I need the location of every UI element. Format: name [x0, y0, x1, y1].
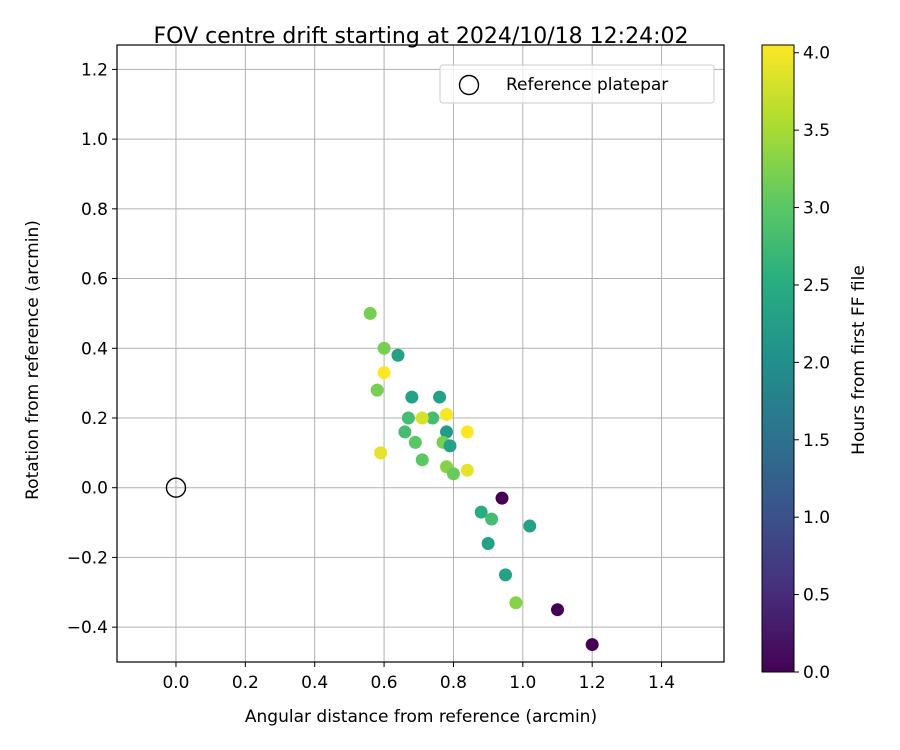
- colorbar-label: Hours from first FF file: [849, 265, 869, 455]
- data-point: [401, 411, 415, 425]
- legend-marker-reference: [458, 74, 480, 96]
- legend-label-reference: Reference platepar: [506, 75, 668, 95]
- y-tick-label: 1.2: [81, 60, 108, 80]
- data-point: [363, 306, 377, 320]
- data-point: [498, 568, 512, 582]
- x-tick-label: 0.6: [371, 673, 398, 693]
- y-tick-label: 0.6: [81, 270, 108, 290]
- colorbar-tick-label: 1.5: [803, 431, 830, 451]
- y-tick-label: 0.2: [81, 409, 108, 429]
- x-tick-label: 0.2: [232, 673, 259, 693]
- data-point: [460, 425, 474, 439]
- data-point: [426, 411, 440, 425]
- x-tick-label: 1.4: [648, 673, 675, 693]
- legend: Reference platepar: [439, 64, 715, 104]
- points-layer: [165, 306, 599, 652]
- data-point: [391, 348, 405, 362]
- data-point: [377, 341, 391, 355]
- x-tick-label: 0.8: [440, 673, 467, 693]
- data-point: [377, 366, 391, 380]
- data-point: [398, 425, 412, 439]
- colorbar-tick-label: 1.0: [803, 508, 830, 528]
- plot-frame: [116, 44, 725, 663]
- x-tick-label: 0.0: [162, 673, 189, 693]
- y-tick-label: −0.2: [67, 548, 108, 568]
- colorbar-tick-label: 0.5: [803, 586, 830, 606]
- data-point: [474, 505, 488, 519]
- y-tick-label: 0.8: [81, 200, 108, 220]
- x-tick-label: 1.2: [579, 673, 606, 693]
- colorbar-tick-label: 3.5: [803, 121, 830, 141]
- x-tick-label: 0.4: [301, 673, 328, 693]
- data-point: [405, 390, 419, 404]
- colorbar: 0.0 0.5 1.0 1.5 2.0 2.5 3.0 3.5 4.0 Hours from f…: [761, 44, 869, 683]
- data-point: [370, 383, 384, 397]
- data-point: [440, 425, 454, 439]
- data-point: [415, 453, 429, 467]
- data-point: [415, 411, 429, 425]
- data-point: [408, 435, 422, 449]
- x-axis-label: Angular distance from reference (arcmin): [245, 707, 597, 727]
- y-tick-label: 1.0: [81, 130, 108, 150]
- data-point: [374, 446, 388, 460]
- colorbar-tick-label: 2.5: [803, 276, 830, 296]
- x-tick-label: 1.0: [509, 673, 536, 693]
- data-point: [460, 463, 474, 477]
- axis-layer: 0.0 0.2 0.4 0.6 0.8 1.0 1.2 1.4 −0.4 −0.2 0.0 0.2 0.…: [67, 60, 675, 693]
- data-point: [485, 512, 499, 526]
- colorbar-tick-label: 3.0: [803, 199, 830, 219]
- data-point: [433, 390, 447, 404]
- data-point: [446, 467, 460, 481]
- data-point: [481, 536, 495, 550]
- colorbar-ticks: 0.0 0.5 1.0 1.5 2.0 2.5 3.0 3.5 4.0: [794, 44, 830, 683]
- data-point: [523, 519, 537, 533]
- data-point: [495, 491, 509, 505]
- colorbar-tick-label: 0.0: [803, 663, 830, 683]
- data-point: [551, 603, 565, 617]
- colorbar-tick-label: 4.0: [803, 44, 830, 64]
- data-point: [509, 596, 523, 610]
- data-point: [440, 408, 454, 422]
- reference-platepar-marker: [165, 477, 187, 498]
- data-point: [443, 439, 457, 453]
- y-axis-label: Rotation from reference (arcmin): [23, 220, 43, 500]
- data-point: [585, 638, 599, 652]
- legend-frame: [439, 64, 715, 104]
- colorbar-tick-label: 2.0: [803, 353, 830, 373]
- y-tick-label: 0.4: [81, 339, 108, 359]
- y-tick-label: 0.0: [81, 479, 108, 499]
- y-tick-label: −0.4: [67, 618, 108, 638]
- colorbar-gradient: [761, 44, 795, 673]
